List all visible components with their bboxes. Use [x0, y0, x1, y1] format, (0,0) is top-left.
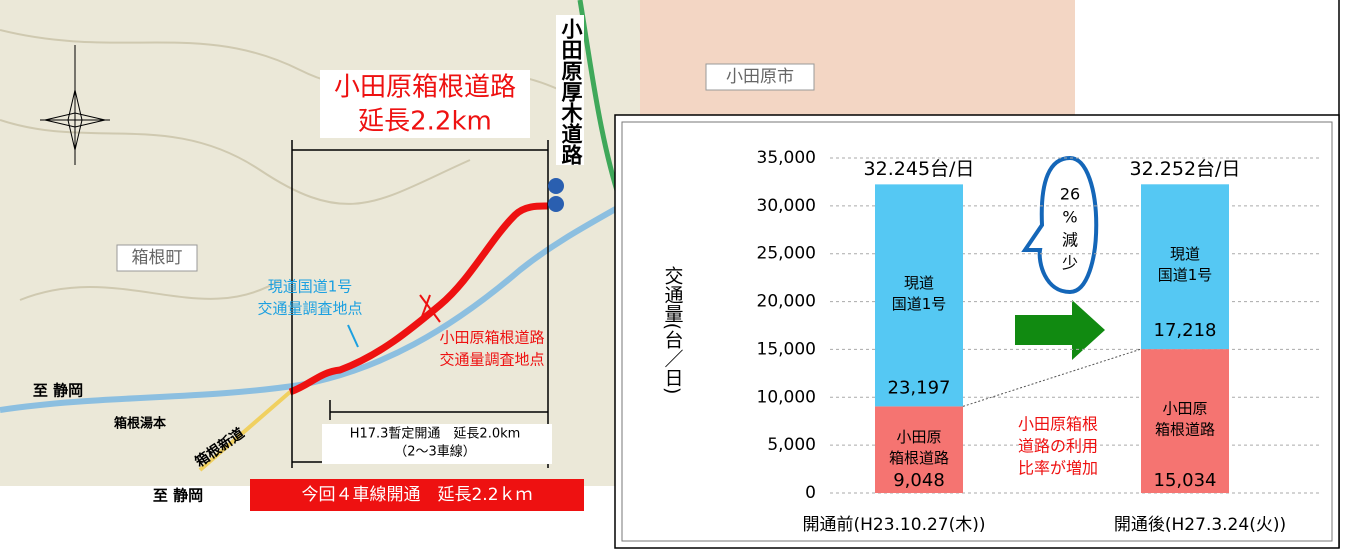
segment-label: 国道1号 [892, 295, 947, 313]
segment-label: 国道1号 [1158, 266, 1213, 284]
annotation: 道路の利用 [1018, 437, 1098, 456]
value-label: 15,034 [1154, 470, 1217, 491]
y-tick-label: 10,000 [757, 387, 816, 407]
x-tick-label: 開通前(H23.10.27(木)) [802, 515, 985, 535]
to-shizuoka: 至 静岡 [33, 382, 83, 400]
city-label: 小田原市 [726, 67, 794, 87]
atsugi-road: 小田原厚木道路 [559, 18, 584, 166]
value-label: 17,218 [1154, 320, 1217, 341]
y-tick-label: 25,000 [757, 244, 816, 264]
callout-text: 26 [1060, 185, 1080, 204]
total-label: 32.252台/日 [1130, 158, 1241, 180]
segment-label: 箱根道路 [1155, 421, 1215, 439]
y-tick-label: 5,000 [767, 435, 816, 455]
value-label: 9,048 [893, 470, 945, 491]
town-label: 箱根町 [132, 248, 183, 268]
segment-label: 現道 [1170, 245, 1200, 263]
y-tick-label: 0 [805, 483, 816, 503]
segment-label: 現道 [904, 274, 934, 292]
callout-text: 減 [1062, 231, 1078, 250]
road-title: 小田原箱根道路 [334, 73, 516, 103]
segment-label: 小田原 [1162, 400, 1207, 418]
new-point-label: 交通量調査地点 [439, 351, 544, 369]
annotation: 小田原箱根 [1018, 415, 1098, 434]
segment-label: 箱根道路 [889, 449, 949, 467]
page: 小田原箱根道路 延長2.2km 小田原厚木道路 小田原市 箱根町 現道国道1号 … [0, 0, 1347, 551]
to-shizuoka: 至 静岡 [153, 487, 203, 505]
x-tick-label: 開通後(H27.3.24(火)) [1114, 515, 1286, 535]
yumoto-label: 箱根湯本 [114, 416, 166, 432]
y-tick-label: 30,000 [757, 196, 816, 216]
y-tick-label: 15,000 [757, 339, 816, 359]
y-tick-label: 20,000 [757, 292, 816, 312]
callout-text: % [1062, 208, 1077, 227]
value-label: 23,197 [888, 377, 951, 398]
road-length: 延長2.2km [358, 107, 492, 137]
opening-banner: 今回４車線開通 延長2.2ｋｍ [301, 485, 532, 505]
route-icon [548, 196, 564, 212]
provisional-label: （2～3車線） [394, 444, 476, 460]
callout-text: 少 [1062, 254, 1078, 273]
current-point-label: 交通量調査地点 [257, 300, 362, 318]
y-axis-title: 交通量(台／日) [662, 265, 684, 394]
city-area [640, 0, 1075, 120]
provisional-label: H17.3暫定開通 延長2.0km [350, 427, 521, 442]
y-tick-label: 35,000 [757, 148, 816, 168]
current-point-label: 現道国道1号 [268, 278, 353, 296]
route-icon [548, 178, 564, 194]
annotation: 比率が増加 [1018, 459, 1098, 478]
total-label: 32.245台/日 [864, 158, 975, 180]
new-point-label: 小田原箱根道路 [439, 329, 544, 347]
segment-label: 小田原 [896, 428, 941, 446]
chart-frame [615, 115, 1339, 548]
